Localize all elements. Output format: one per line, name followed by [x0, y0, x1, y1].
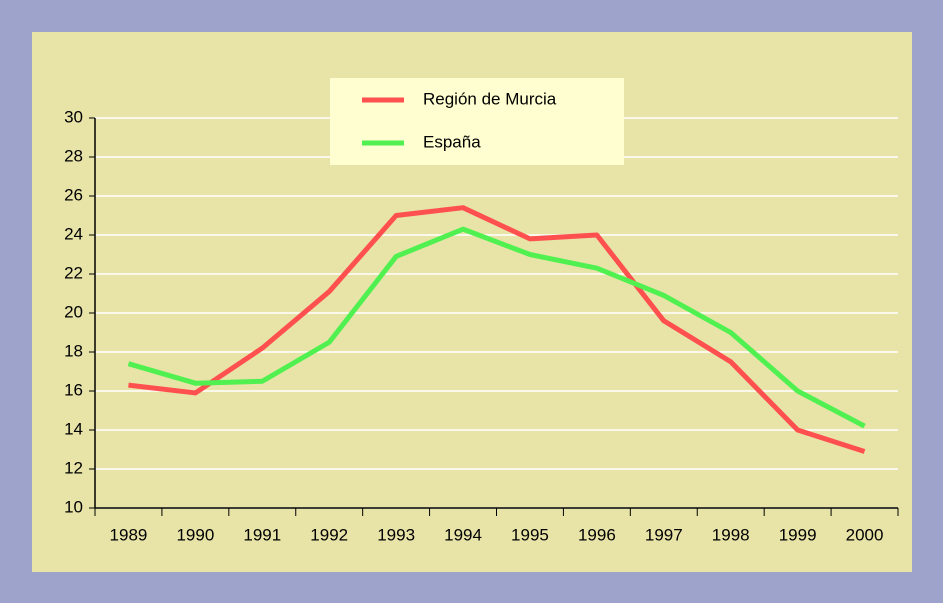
- y-tick-label: 10: [64, 497, 83, 516]
- x-tick-label: 1997: [645, 525, 683, 544]
- x-tick-label: 1994: [444, 525, 482, 544]
- y-tick-label: 14: [64, 419, 83, 438]
- legend: [330, 78, 624, 165]
- y-tick-label: 28: [64, 146, 83, 165]
- series-line: [127, 226, 866, 429]
- y-tick-label: 18: [64, 341, 83, 360]
- x-tick-label: 1993: [377, 525, 415, 544]
- legend-label: Región de Murcia: [423, 89, 557, 108]
- y-tick-label: 30: [64, 107, 83, 126]
- y-tick-label: 24: [64, 224, 83, 243]
- x-tick-label: 1996: [578, 525, 616, 544]
- y-tick-label: 12: [64, 458, 83, 477]
- x-tick-label: 1991: [243, 525, 281, 544]
- x-tick-label: 2000: [846, 525, 884, 544]
- x-tick-label: 1995: [511, 525, 549, 544]
- x-tick-label: 1992: [310, 525, 348, 544]
- x-tick-label: 1999: [779, 525, 817, 544]
- y-tick-label: 22: [64, 263, 83, 282]
- x-tick-label: 1990: [176, 525, 214, 544]
- y-tick-label: 20: [64, 302, 83, 321]
- y-tick-label: 26: [64, 185, 83, 204]
- legend-label: España: [423, 132, 481, 151]
- x-tick-label: 1998: [712, 525, 750, 544]
- y-tick-label: 16: [64, 380, 83, 399]
- x-tick-label: 1989: [110, 525, 148, 544]
- series-line: [128, 205, 866, 454]
